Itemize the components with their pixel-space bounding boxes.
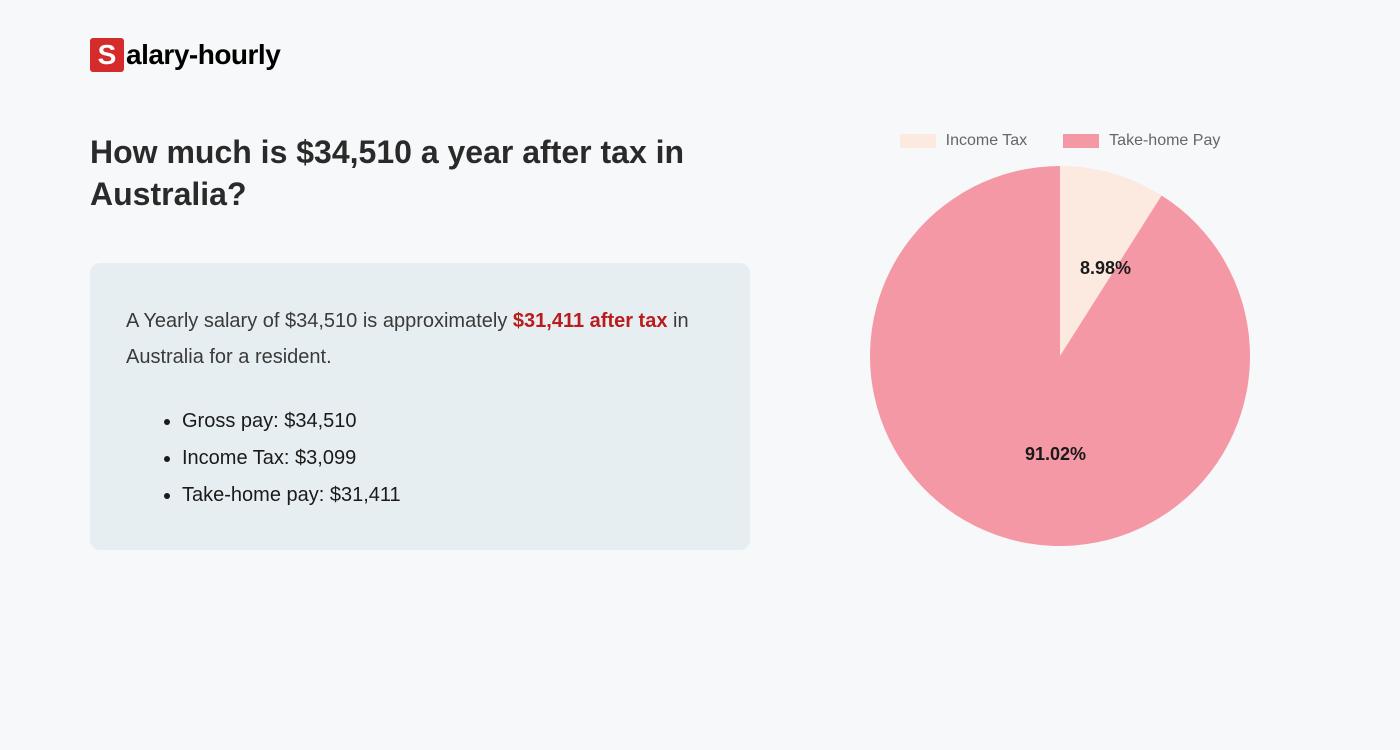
summary-paragraph: A Yearly salary of $34,510 is approximat… <box>126 303 714 375</box>
pie-chart: 8.98% 91.02% <box>870 166 1250 546</box>
summary-box: A Yearly salary of $34,510 is approximat… <box>90 263 750 550</box>
list-item: Gross pay: $34,510 <box>182 403 714 440</box>
page-title: How much is $34,510 a year after tax in … <box>90 132 750 215</box>
breakdown-list: Gross pay: $34,510 Income Tax: $3,099 Ta… <box>126 403 714 514</box>
list-item: Income Tax: $3,099 <box>182 440 714 477</box>
legend-item-take-home: Take-home Pay <box>1063 132 1220 150</box>
list-item: Take-home pay: $31,411 <box>182 477 714 514</box>
slice-label-take-home: 91.02% <box>1025 444 1086 465</box>
logo-text: alary-hourly <box>126 39 280 71</box>
legend-item-income-tax: Income Tax <box>900 132 1028 150</box>
legend-label: Income Tax <box>946 132 1028 150</box>
chart-legend: Income Tax Take-home Pay <box>850 132 1270 150</box>
logo-badge: S <box>90 38 124 72</box>
legend-label: Take-home Pay <box>1109 132 1220 150</box>
summary-prefix: A Yearly salary of $34,510 is approximat… <box>126 310 513 332</box>
summary-highlight: $31,411 after tax <box>513 310 668 332</box>
site-logo: S alary-hourly <box>90 38 1310 72</box>
legend-swatch <box>900 134 936 148</box>
legend-swatch <box>1063 134 1099 148</box>
slice-label-income-tax: 8.98% <box>1080 258 1131 279</box>
